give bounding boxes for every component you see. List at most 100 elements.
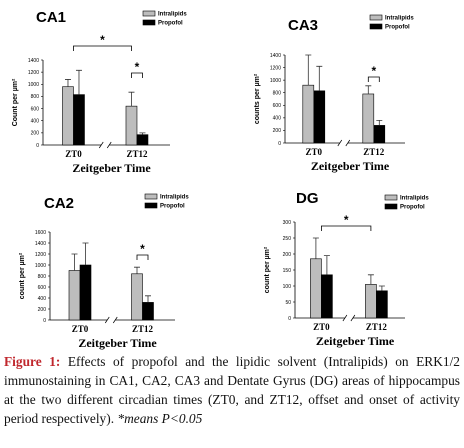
- y-tick-label: 1400: [28, 58, 39, 64]
- y-axis-label: count per µm²: [19, 252, 26, 299]
- significance-bracket: [136, 254, 149, 260]
- charts: CA1 IntralipidsPropofol020040060080010001…: [12, 9, 429, 350]
- legend-swatch: [384, 194, 398, 201]
- chart-title: CA1: [36, 9, 66, 26]
- bar: [142, 302, 154, 321]
- significance-bracket: [321, 225, 372, 231]
- bar: [131, 273, 143, 321]
- y-tick-label: 150: [283, 268, 292, 274]
- y-tick-label: 400: [38, 296, 47, 302]
- legend-label: Intralipids: [160, 195, 189, 201]
- bar: [376, 290, 388, 319]
- axis-break: [104, 316, 118, 324]
- x-axis-label: Zeitgeber Time: [72, 161, 151, 175]
- y-tick-label: 250: [283, 236, 292, 242]
- caption-label: Figure 1:: [4, 354, 61, 369]
- y-tick-label: 200: [283, 252, 292, 258]
- y-tick-label: 800: [31, 94, 40, 100]
- axis-break: [337, 139, 351, 147]
- y-tick-label: 1000: [270, 78, 281, 84]
- error-bar: [64, 79, 71, 87]
- legend-label: Propofol: [400, 205, 425, 211]
- x-tick-label: ZT12: [363, 147, 385, 157]
- legend-swatch: [142, 19, 156, 26]
- bar: [365, 284, 377, 319]
- legend-label: Propofol: [385, 25, 410, 31]
- x-tick-label: ZT0: [306, 147, 323, 157]
- bar: [373, 125, 386, 144]
- axis-break: [98, 141, 112, 149]
- x-tick-label: ZT12: [132, 324, 154, 334]
- y-tick-label: 1400: [270, 53, 281, 59]
- x-axis-label: Zeitgeber Time: [78, 336, 157, 350]
- error-bar: [312, 237, 319, 259]
- legend-swatch: [144, 193, 158, 200]
- error-bar: [316, 65, 323, 91]
- y-tick-label: 800: [38, 274, 47, 280]
- x-axis-label: Zeitgeber Time: [311, 159, 390, 173]
- significance-bracket: [131, 72, 143, 78]
- axis-break: [342, 314, 356, 322]
- caption-note: *means P<0.05: [117, 411, 203, 426]
- y-tick-label: 0: [278, 141, 281, 147]
- bar: [313, 90, 326, 144]
- significance-mark: *: [135, 60, 140, 74]
- significance-mark: *: [344, 213, 349, 227]
- y-tick-label: 800: [273, 91, 282, 97]
- x-tick-label: ZT0: [72, 324, 89, 334]
- bar: [125, 105, 138, 146]
- significance-mark: *: [371, 64, 376, 78]
- bar: [73, 94, 85, 146]
- chart-title: DG: [296, 190, 319, 207]
- y-axis-label: Count per µm²: [12, 78, 19, 126]
- legend-swatch: [369, 14, 383, 21]
- legend-swatch: [369, 23, 383, 30]
- error-bar: [323, 255, 330, 275]
- x-tick-label: ZT12: [126, 149, 148, 159]
- y-tick-label: 200: [31, 131, 40, 137]
- x-tick-label: ZT0: [65, 149, 82, 159]
- bar: [68, 270, 81, 321]
- error-bar: [367, 274, 374, 285]
- legend-label: Propofol: [160, 204, 185, 210]
- significance-bracket: [73, 45, 132, 51]
- x-tick-label: ZT0: [313, 322, 330, 332]
- legend-label: Intralipids: [400, 196, 429, 202]
- y-tick-label: 1000: [28, 82, 39, 88]
- y-tick-label: 300: [283, 220, 292, 226]
- legend-swatch: [144, 202, 158, 209]
- y-tick-label: 600: [273, 103, 282, 109]
- y-tick-label: 200: [273, 128, 282, 134]
- y-tick-label: 100: [283, 284, 292, 290]
- y-tick-label: 1000: [35, 263, 46, 269]
- y-tick-label: 1600: [35, 230, 46, 236]
- error-bar: [376, 119, 383, 126]
- y-tick-label: 50: [285, 300, 291, 306]
- y-tick-label: 200: [38, 307, 47, 313]
- y-tick-label: 600: [38, 285, 47, 291]
- bar: [310, 258, 322, 319]
- caption: Figure 1: Effects of propofol and the li…: [4, 352, 460, 428]
- legend-swatch: [142, 10, 156, 17]
- y-tick-label: 600: [31, 106, 40, 112]
- x-axis-label: Zeitgeber Time: [316, 334, 395, 348]
- error-bar: [365, 85, 372, 94]
- y-tick-label: 1400: [35, 241, 46, 247]
- legend-label: Intralipids: [158, 12, 187, 18]
- significance-bracket: [367, 76, 380, 82]
- significance-mark: *: [100, 33, 105, 47]
- legend-swatch: [384, 203, 398, 210]
- y-tick-label: 1200: [28, 70, 39, 76]
- error-bar: [145, 295, 151, 303]
- error-bar: [378, 285, 385, 291]
- y-tick-label: 400: [31, 119, 40, 125]
- error-bar: [139, 132, 146, 135]
- legend-label: Intralipids: [385, 16, 414, 22]
- bar: [136, 134, 149, 146]
- y-tick-label: 1200: [270, 65, 281, 71]
- x-tick-label: ZT12: [366, 322, 388, 332]
- bar: [362, 93, 375, 144]
- y-tick-label: 0: [288, 316, 291, 322]
- y-tick-label: 1200: [35, 252, 46, 258]
- chart-title: CA2: [44, 195, 74, 212]
